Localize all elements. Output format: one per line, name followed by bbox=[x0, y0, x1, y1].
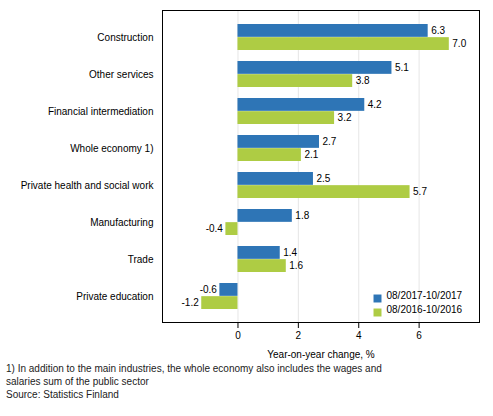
svg-text:Trade: Trade bbox=[128, 254, 154, 265]
svg-text:2.7: 2.7 bbox=[322, 136, 336, 147]
html-text:salaries sum of the public sec: salaries sum of the public sector bbox=[6, 376, 149, 387]
svg-text:2: 2 bbox=[296, 330, 302, 341]
svg-text:Other services: Other services bbox=[89, 69, 153, 80]
svg-text:5.7: 5.7 bbox=[413, 186, 427, 197]
svg-text:4.2: 4.2 bbox=[368, 99, 382, 110]
svg-text:2.5: 2.5 bbox=[316, 173, 330, 184]
svg-text:1.8: 1.8 bbox=[295, 210, 309, 221]
svg-text:3.8: 3.8 bbox=[356, 75, 370, 86]
svg-text:7.0: 7.0 bbox=[452, 38, 466, 49]
svg-text:Whole economy 1): Whole economy 1) bbox=[70, 143, 153, 154]
svg-text:6.3: 6.3 bbox=[431, 25, 445, 36]
svg-text:-0.4: -0.4 bbox=[206, 223, 224, 234]
svg-text:3.2: 3.2 bbox=[338, 112, 352, 123]
svg-text:Manufacturing: Manufacturing bbox=[90, 217, 153, 228]
svg-text:Construction: Construction bbox=[97, 32, 153, 43]
svg-text:5.1: 5.1 bbox=[395, 62, 409, 73]
svg-text:4: 4 bbox=[356, 330, 362, 341]
svg-text:6: 6 bbox=[416, 330, 422, 341]
svg-text:08/2016-10/2016: 08/2016-10/2016 bbox=[387, 304, 463, 315]
svg-text:08/2017-10/2017: 08/2017-10/2017 bbox=[387, 290, 463, 301]
svg-text:1.6: 1.6 bbox=[289, 260, 303, 271]
svg-text:Private health and social work: Private health and social work bbox=[21, 180, 155, 191]
svg-text:Year-on-year change, %: Year-on-year change, % bbox=[267, 349, 375, 360]
svg-text:-0.6: -0.6 bbox=[200, 284, 218, 295]
svg-text:0: 0 bbox=[235, 330, 241, 341]
svg-text:Financial intermediation: Financial intermediation bbox=[48, 106, 154, 117]
svg-text:1.4: 1.4 bbox=[283, 247, 297, 258]
svg-text:Private education: Private education bbox=[76, 291, 153, 302]
html-text:Source: Statistics Finland: Source: Statistics Finland bbox=[6, 389, 119, 400]
svg-text:2.1: 2.1 bbox=[304, 149, 318, 160]
svg-text:-1.2: -1.2 bbox=[182, 297, 200, 308]
html-text:1) In addition to the main ind: 1) In addition to the main industries, t… bbox=[6, 363, 382, 374]
